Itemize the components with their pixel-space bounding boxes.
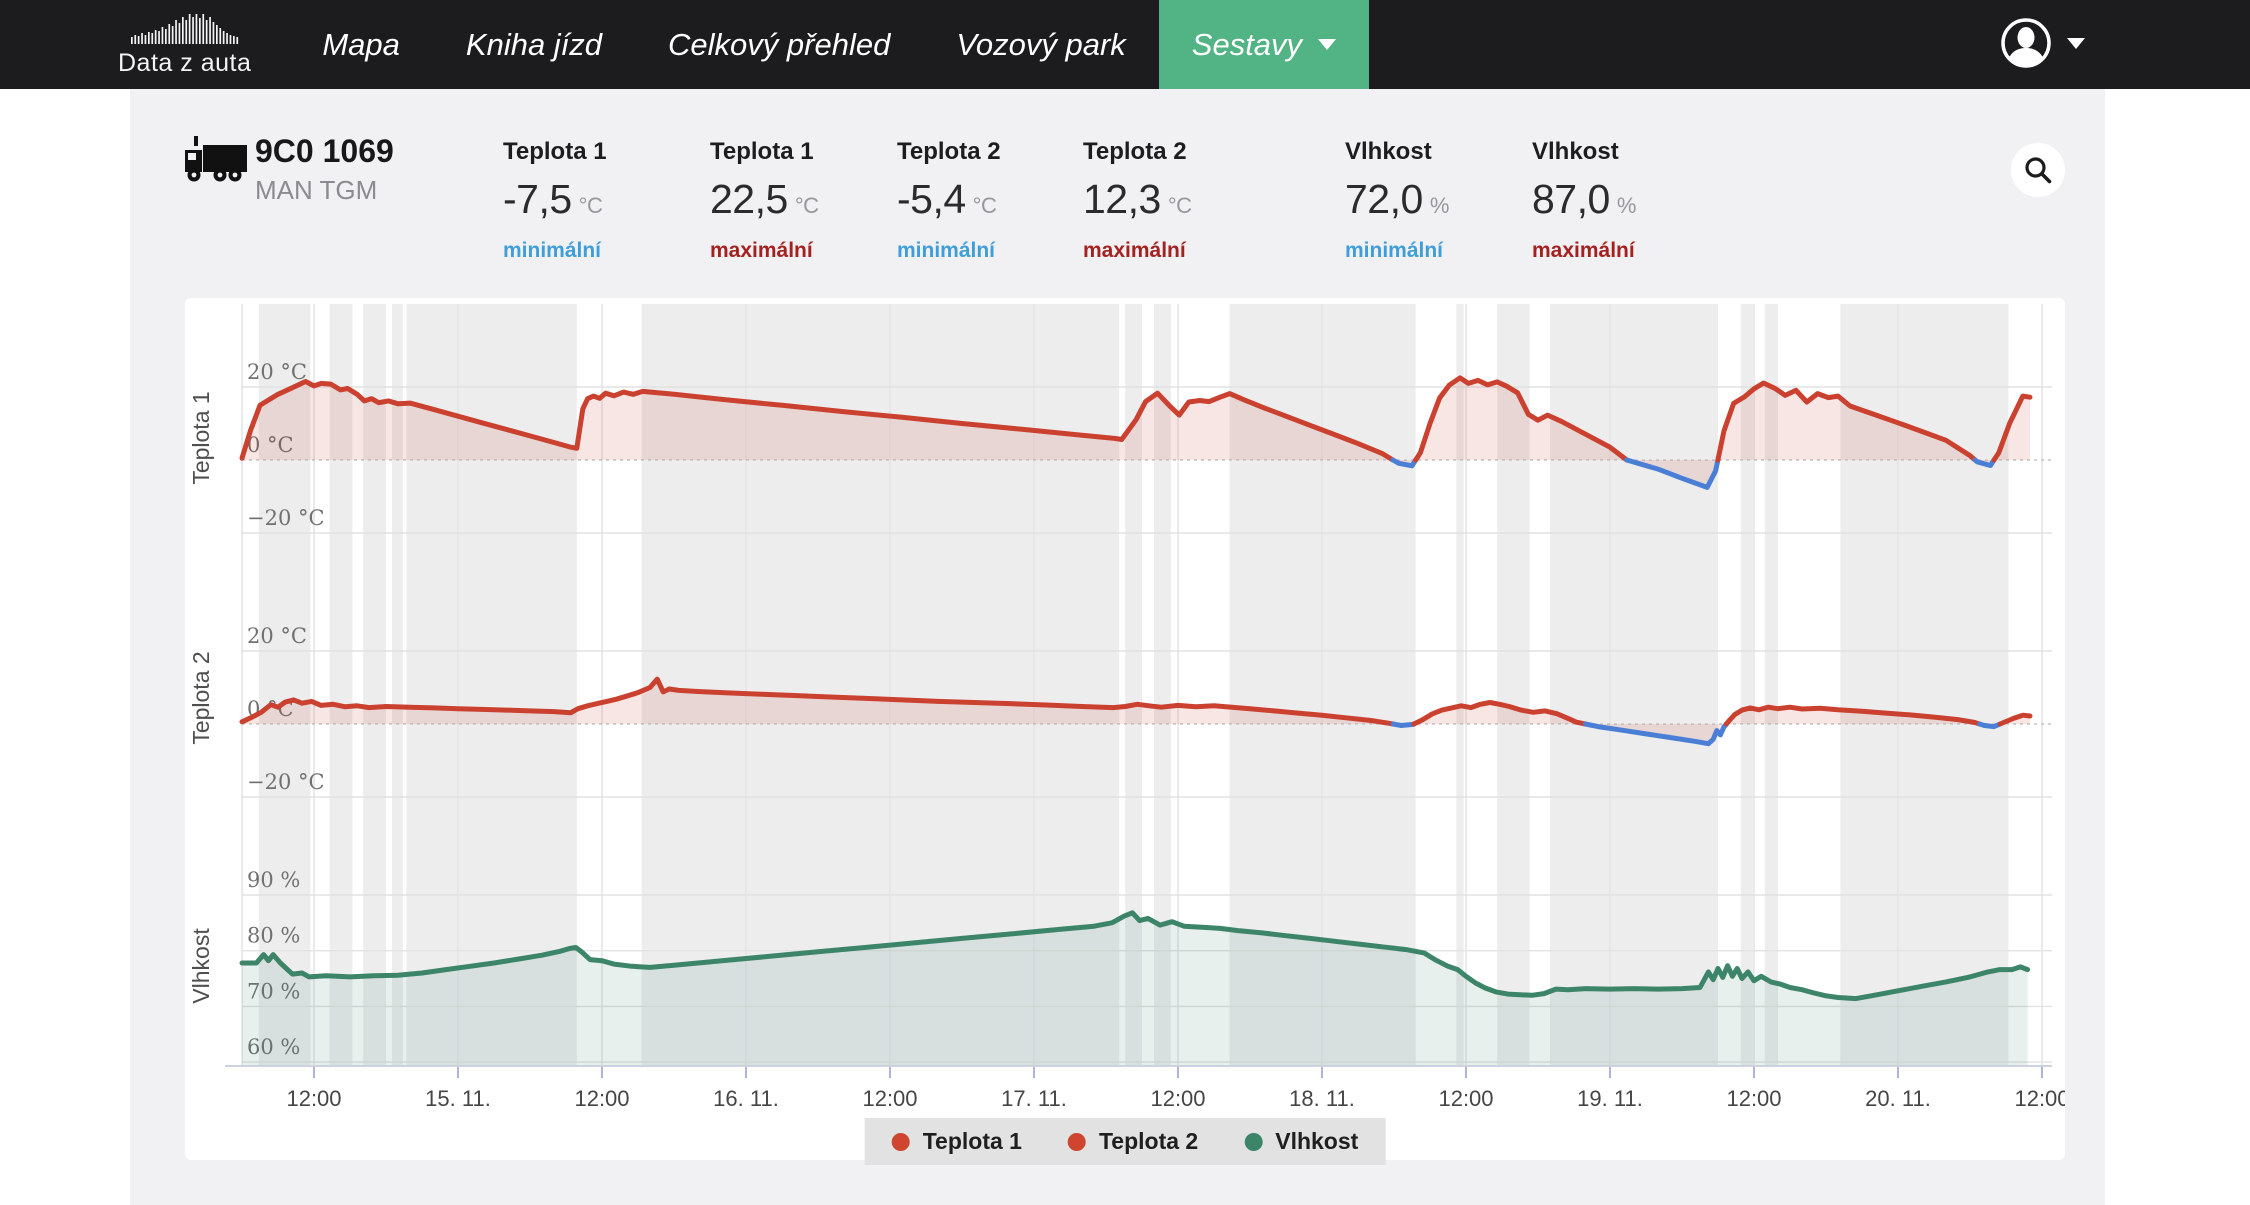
y-axis-tick-label: 0 °C xyxy=(247,433,294,457)
legend-color-dot xyxy=(891,1132,910,1151)
stat-unit: °C xyxy=(578,193,603,218)
legend-color-dot xyxy=(1067,1132,1086,1151)
nav-item-label: Sestavy xyxy=(1191,26,1303,62)
legend-item-teplota-2[interactable]: Teplota 2 xyxy=(1067,1128,1199,1155)
stat-unit: % xyxy=(1429,193,1450,218)
nav-item-vozov-park[interactable]: Vozový park xyxy=(923,0,1158,89)
chevron-down-icon xyxy=(1318,39,1337,50)
legend-label: Teplota 1 xyxy=(922,1128,1022,1154)
stat-unit: °C xyxy=(972,193,997,218)
nav-item-sestavy[interactable]: Sestavy xyxy=(1158,0,1370,89)
stat-label: Teplota 2 xyxy=(897,138,1001,165)
nav-item-label: Mapa xyxy=(322,26,400,62)
nav-item-label: Celkový přehled xyxy=(668,26,891,62)
soundwave-logo-icon xyxy=(130,14,238,44)
vehicle-plate: 9C0 1069 xyxy=(255,133,394,169)
stat-label: Vlhkost xyxy=(1532,138,1619,165)
stat-label: Vlhkost xyxy=(1345,138,1432,165)
stat-value: 22,5 °C xyxy=(710,176,819,222)
app-logo[interactable]: Data z auta xyxy=(118,0,251,89)
y-axis-tick-label: 20 °C xyxy=(247,624,307,648)
legend-label: Teplota 2 xyxy=(1098,1128,1199,1154)
y-axis-tick-label: −20 °C xyxy=(247,770,325,794)
nav-item-label: Kniha jízd xyxy=(465,26,603,62)
stat-kind: maximální xyxy=(1532,239,1635,262)
y-axis-tick-label: 20 °C xyxy=(247,360,307,384)
stat-label: Teplota 1 xyxy=(710,138,814,165)
x-axis-tick-label: 12:00 xyxy=(1438,1086,1493,1111)
user-menu-button[interactable] xyxy=(2000,17,2085,69)
x-axis-tick-label: 12:00 xyxy=(286,1086,341,1111)
stat-unit: °C xyxy=(794,193,819,218)
user-avatar-icon xyxy=(2001,18,2051,68)
nav-item-label: Vozový park xyxy=(956,26,1126,62)
nav-item-celkov-p-ehled[interactable]: Celkový přehled xyxy=(635,0,923,89)
nav-item-mapa[interactable]: Mapa xyxy=(289,0,433,89)
stat-value: 72,0% xyxy=(1345,176,1450,222)
x-axis-tick-label: 12:00 xyxy=(1726,1086,1781,1111)
nav-item-kniha-j-zd[interactable]: Kniha jízd xyxy=(433,0,635,89)
panel-axis-title: Vlhkost xyxy=(188,928,214,1004)
stat-vlhkost-max: Vlhkost 87,0% maximální xyxy=(1532,138,1732,263)
stat-kind: maximální xyxy=(710,239,813,262)
legend-label: Vlhkost xyxy=(1275,1128,1359,1154)
stat-kind: minimální xyxy=(1345,239,1444,262)
stat-label: Teplota 2 xyxy=(1083,138,1187,165)
search-icon xyxy=(2025,157,2052,184)
top-nav-bar: Data z auta Mapa Kniha jízd Celkový přehle… xyxy=(0,0,2250,89)
app-title: Data z auta xyxy=(118,49,252,77)
stat-unit: °C xyxy=(1167,193,1192,218)
legend-item-vlhkost[interactable]: Vlhkost xyxy=(1244,1128,1358,1155)
stat-vlhkost-min: Vlhkost 72,0% minimální xyxy=(1345,138,1545,263)
x-axis-tick-label: 18. 11. xyxy=(1289,1086,1355,1111)
chevron-down-icon xyxy=(2067,37,2085,49)
legend-item-teplota-1[interactable]: Teplota 1 xyxy=(891,1128,1022,1155)
x-axis-tick-label: 12:00 xyxy=(862,1086,917,1111)
x-axis-tick-label: 12:00 xyxy=(574,1086,629,1111)
legend-color-dot xyxy=(1244,1132,1263,1151)
y-axis-tick-label: −20 °C xyxy=(247,506,325,530)
stat-value: -7,5 °C xyxy=(503,176,603,222)
y-axis-tick-label: 70 % xyxy=(247,979,300,1003)
stat-kind: maximální xyxy=(1083,239,1186,262)
y-axis-tick-label: 60 % xyxy=(247,1035,300,1059)
stat-kind: minimální xyxy=(897,239,996,262)
nav-menu: Mapa Kniha jízd Celkový přehled Vozový park… xyxy=(289,0,1370,89)
report-card: 9C0 1069 MAN TGM Teplota 1 -7,5 °C minimáln… xyxy=(130,89,2105,1205)
stat-teplota-2-min: Teplota 2 -5,4 °C minimální xyxy=(897,138,1097,263)
stat-value: 12,3 °C xyxy=(1083,176,1192,222)
stat-teplota-1-max: Teplota 1 22,5 °C maximální xyxy=(710,138,910,263)
x-axis-tick-label: 16. 11. xyxy=(713,1086,779,1111)
panel-axis-title: Teplota 1 xyxy=(188,391,214,484)
stat-value: -5,4 °C xyxy=(897,176,997,222)
stat-teplota-1-min: Teplota 1 -7,5 °C minimální xyxy=(503,138,703,263)
x-axis-tick-label: 19. 11. xyxy=(1577,1086,1643,1111)
x-axis-tick-label: 15. 11. xyxy=(425,1086,491,1111)
stat-kind: minimální xyxy=(503,239,602,262)
panel-axis-title: Teplota 2 xyxy=(188,651,214,744)
stat-teplota-2-max: Teplota 2 12,3 °C maximální xyxy=(1083,138,1283,263)
x-axis-tick-label: 12:00 xyxy=(1150,1086,1205,1111)
truck-icon xyxy=(185,136,247,182)
stat-label: Teplota 1 xyxy=(503,138,607,165)
stat-value: 87,0% xyxy=(1532,176,1637,222)
search-button[interactable] xyxy=(2011,143,2065,197)
x-axis-tick-label: 17. 11. xyxy=(1001,1086,1067,1111)
vehicle-model: MAN TGM xyxy=(255,175,378,205)
y-axis-tick-label: 80 % xyxy=(247,924,300,948)
y-axis-tick-label: 90 % xyxy=(247,868,300,892)
x-axis-tick-label: 12:00 xyxy=(2014,1086,2065,1111)
stat-unit: % xyxy=(1616,193,1637,218)
chart-legend: Teplota 1 Teplota 2 Vlhkost xyxy=(864,1118,1386,1165)
x-axis-tick-label: 20. 11. xyxy=(1865,1086,1931,1111)
